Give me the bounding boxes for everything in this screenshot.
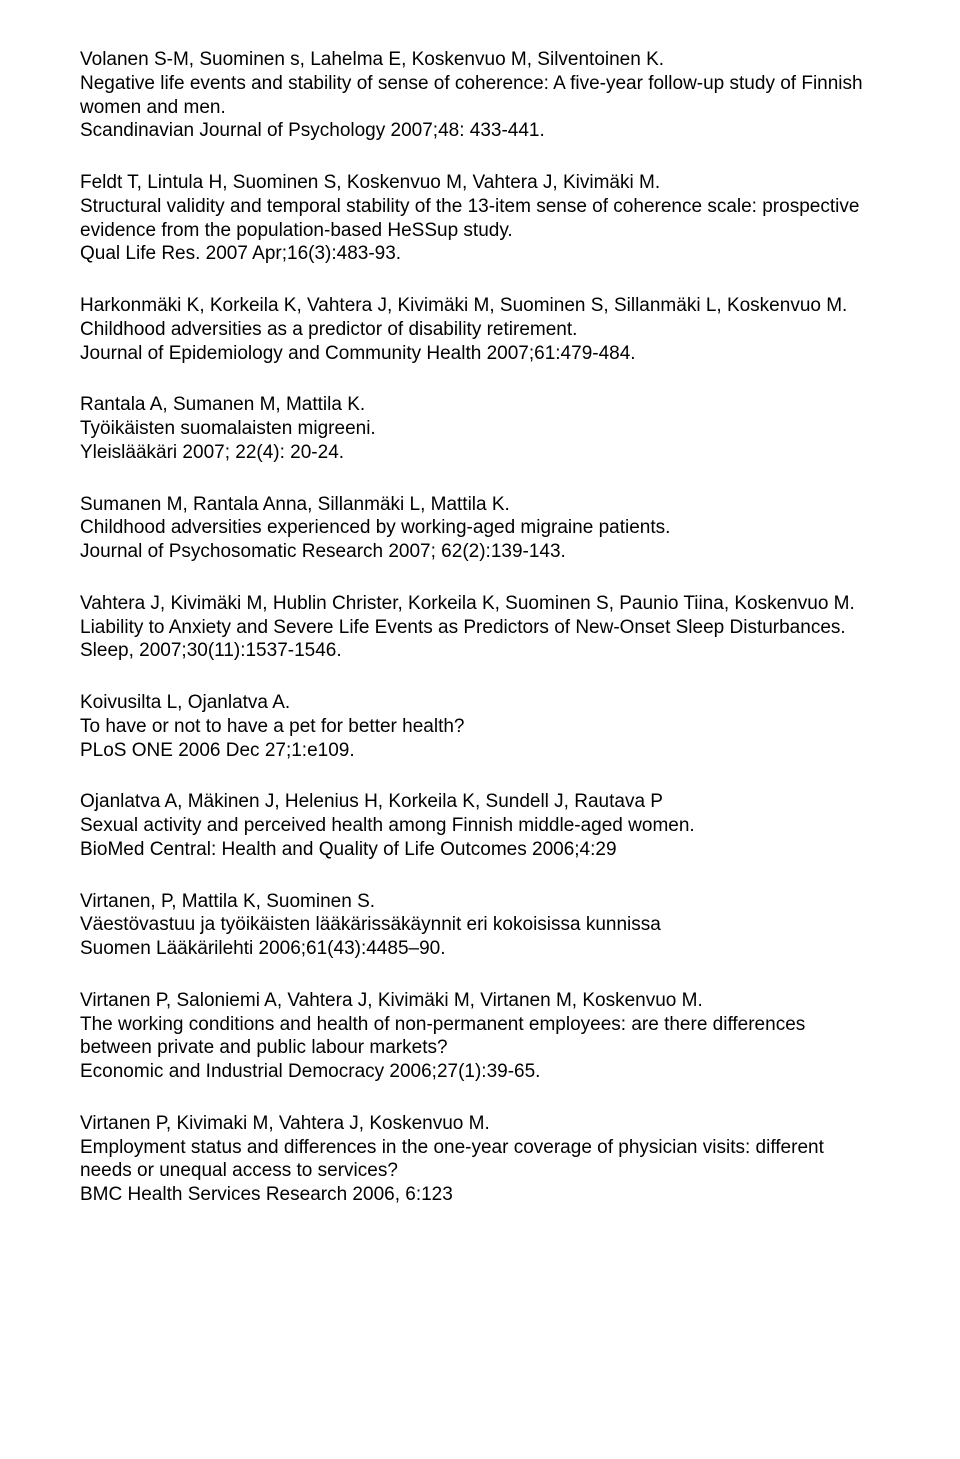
ref-source: Scandinavian Journal of Psychology 2007;…: [80, 119, 880, 143]
ref-title: Sexual activity and perceived health amo…: [80, 814, 880, 838]
ref-source: BMC Health Services Research 2006, 6:123: [80, 1183, 880, 1207]
ref-source: Sleep, 2007;30(11):1537-1546.: [80, 639, 880, 663]
ref-title: Liability to Anxiety and Severe Life Eve…: [80, 616, 880, 640]
ref-title: Childhood adversities experienced by wor…: [80, 516, 880, 540]
ref-title: Väestövastuu ja työikäisten lääkärissäkä…: [80, 913, 880, 937]
ref-title: To have or not to have a pet for better …: [80, 715, 880, 739]
ref-title: Employment status and differences in the…: [80, 1136, 880, 1184]
reference-item: Feldt T, Lintula H, Suominen S, Koskenvu…: [80, 171, 880, 266]
ref-authors: Virtanen P, Kivimaki M, Vahtera J, Koske…: [80, 1112, 880, 1136]
reference-item: Koivusilta L, Ojanlatva A. To have or no…: [80, 691, 880, 762]
ref-authors: Rantala A, Sumanen M, Mattila K.: [80, 393, 880, 417]
ref-title: Negative life events and stability of se…: [80, 72, 880, 120]
ref-authors: Virtanen P, Saloniemi A, Vahtera J, Kivi…: [80, 989, 880, 1013]
ref-source: Yleislääkäri 2007; 22(4): 20-24.: [80, 441, 880, 465]
ref-source: Economic and Industrial Democracy 2006;2…: [80, 1060, 880, 1084]
reference-list: Volanen S-M, Suominen s, Lahelma E, Kosk…: [0, 0, 960, 1283]
ref-source: BioMed Central: Health and Quality of Li…: [80, 838, 880, 862]
reference-item: Rantala A, Sumanen M, Mattila K. Työikäi…: [80, 393, 880, 464]
ref-authors: Harkonmäki K, Korkeila K, Vahtera J, Kiv…: [80, 294, 880, 318]
ref-title: Structural validity and temporal stabili…: [80, 195, 880, 243]
ref-authors: Volanen S-M, Suominen s, Lahelma E, Kosk…: [80, 48, 880, 72]
ref-source: Suomen Lääkärilehti 2006;61(43):4485–90.: [80, 937, 880, 961]
ref-authors: Vahtera J, Kivimäki M, Hublin Christer, …: [80, 592, 880, 616]
reference-item: Harkonmäki K, Korkeila K, Vahtera J, Kiv…: [80, 294, 880, 365]
ref-source: Journal of Psychosomatic Research 2007; …: [80, 540, 880, 564]
ref-authors: Sumanen M, Rantala Anna, Sillanmäki L, M…: [80, 493, 880, 517]
ref-title: Childhood adversities as a predictor of …: [80, 318, 880, 342]
ref-title: The working conditions and health of non…: [80, 1013, 880, 1061]
reference-item: Virtanen P, Kivimaki M, Vahtera J, Koske…: [80, 1112, 880, 1207]
ref-authors: Virtanen, P, Mattila K, Suominen S.: [80, 890, 880, 914]
reference-item: Volanen S-M, Suominen s, Lahelma E, Kosk…: [80, 48, 880, 143]
ref-title: Työikäisten suomalaisten migreeni.: [80, 417, 880, 441]
ref-source: PLoS ONE 2006 Dec 27;1:e109.: [80, 739, 880, 763]
reference-item: Virtanen P, Saloniemi A, Vahtera J, Kivi…: [80, 989, 880, 1084]
ref-authors: Ojanlatva A, Mäkinen J, Helenius H, Kork…: [80, 790, 880, 814]
reference-item: Sumanen M, Rantala Anna, Sillanmäki L, M…: [80, 493, 880, 564]
ref-source: Journal of Epidemiology and Community He…: [80, 342, 880, 366]
ref-source: Qual Life Res. 2007 Apr;16(3):483-93.: [80, 242, 880, 266]
ref-authors: Feldt T, Lintula H, Suominen S, Koskenvu…: [80, 171, 880, 195]
reference-item: Virtanen, P, Mattila K, Suominen S. Väes…: [80, 890, 880, 961]
ref-authors: Koivusilta L, Ojanlatva A.: [80, 691, 880, 715]
reference-item: Ojanlatva A, Mäkinen J, Helenius H, Kork…: [80, 790, 880, 861]
reference-item: Vahtera J, Kivimäki M, Hublin Christer, …: [80, 592, 880, 663]
